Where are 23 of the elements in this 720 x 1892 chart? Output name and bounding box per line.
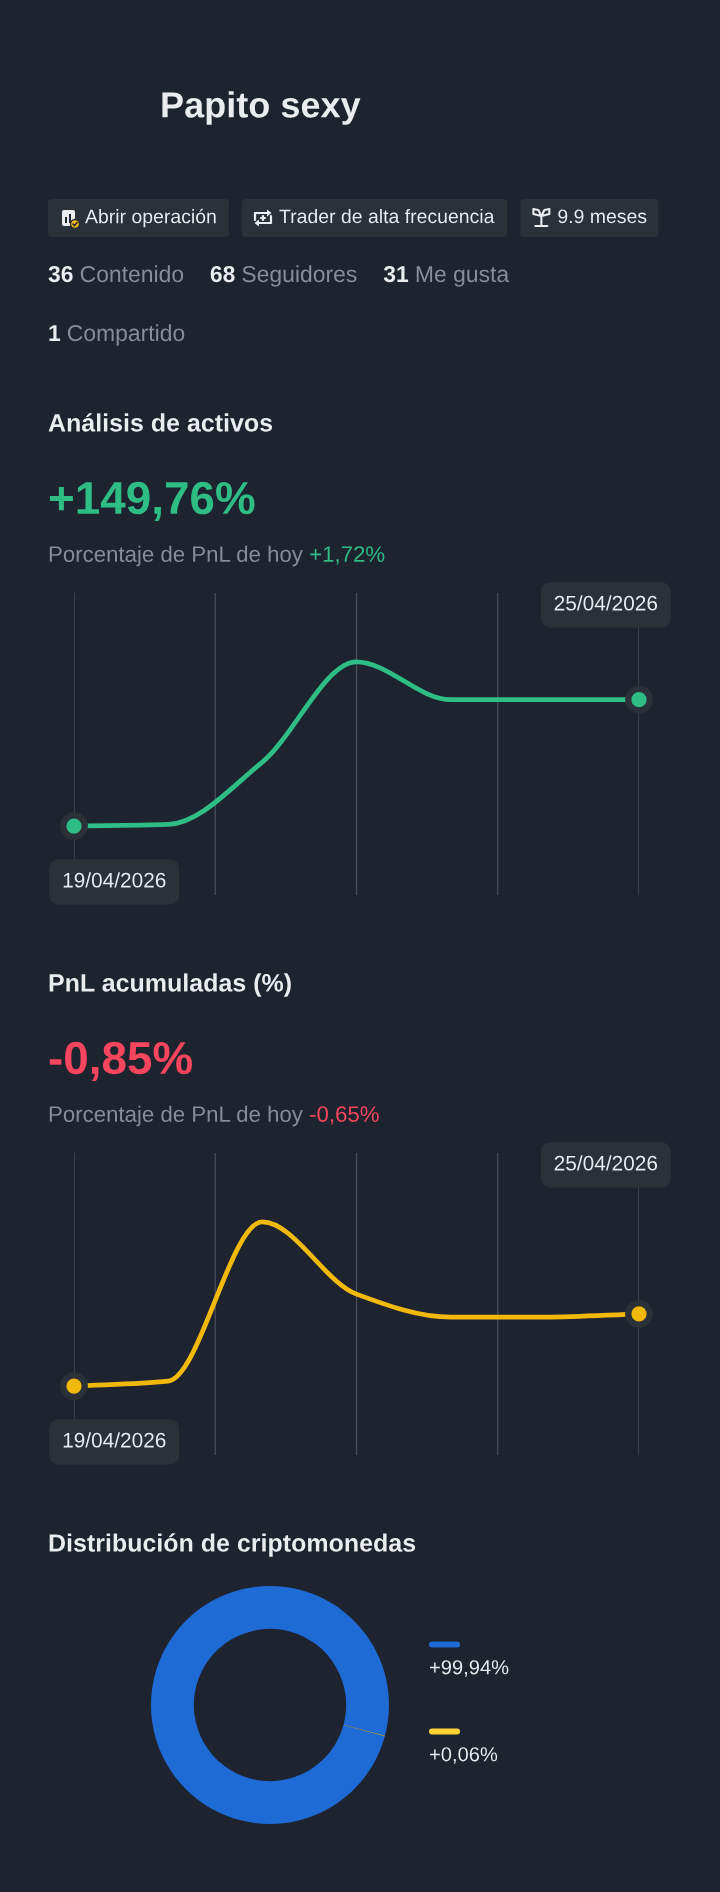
text: 25/04/2026 xyxy=(554,595,658,611)
text: 9.9 meses xyxy=(558,209,647,224)
text: 36 Contenido xyxy=(48,265,184,283)
chart-subtitle: +149,76% xyxy=(49,481,255,521)
text: 25/04/2026 xyxy=(554,1155,658,1171)
chart-subtitle: -0,85% xyxy=(49,1041,193,1081)
text: 1 Compartido xyxy=(49,324,185,346)
text: Papito sexy xyxy=(162,91,361,125)
donut-slice xyxy=(343,1724,385,1737)
text: 68 Seguidores xyxy=(210,265,357,287)
chart-title: PnL acumuladas (%) xyxy=(49,973,291,997)
text: Porcentaje de PnL de hoy -0,65% xyxy=(49,1105,379,1127)
data-label: +99,94% xyxy=(429,1660,509,1677)
data-label: +0,06% xyxy=(429,1747,498,1764)
text: Abrir operación xyxy=(85,208,216,228)
text: Trader de alta frecuencia xyxy=(279,208,495,224)
chart-title: Análisis de activos xyxy=(48,413,273,432)
annotation: 19/04/2026 xyxy=(63,872,166,888)
donut-slice xyxy=(151,1586,389,1824)
text: Porcentaje de PnL de hoy +1,72% xyxy=(49,545,385,567)
annotation: 19/04/2026 xyxy=(63,1432,166,1448)
chart-title: Distribución de criptomonedas xyxy=(49,1533,416,1557)
text: 31 Me gusta xyxy=(383,265,510,287)
